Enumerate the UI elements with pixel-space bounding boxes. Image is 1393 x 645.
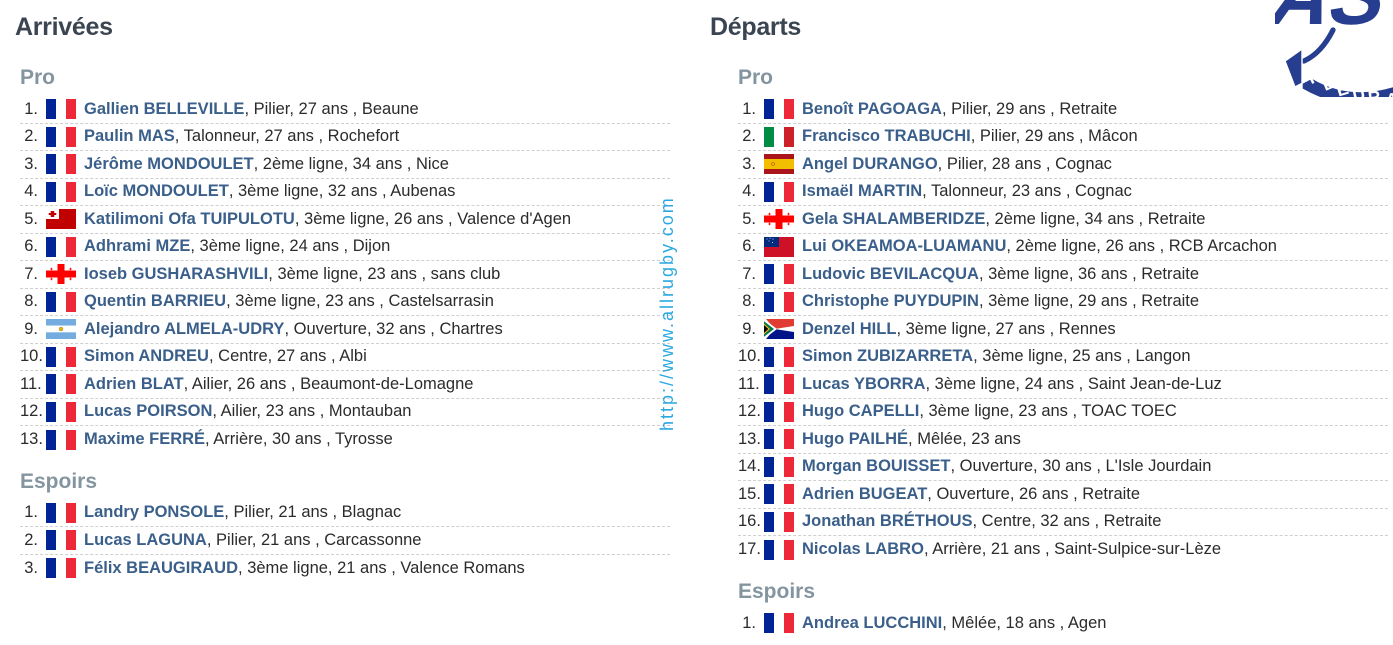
svg-text:R: R: [1367, 86, 1382, 97]
svg-text:A: A: [1385, 89, 1393, 97]
svg-text:U: U: [1351, 83, 1367, 97]
svg-text:AS: AS: [1275, 0, 1393, 42]
